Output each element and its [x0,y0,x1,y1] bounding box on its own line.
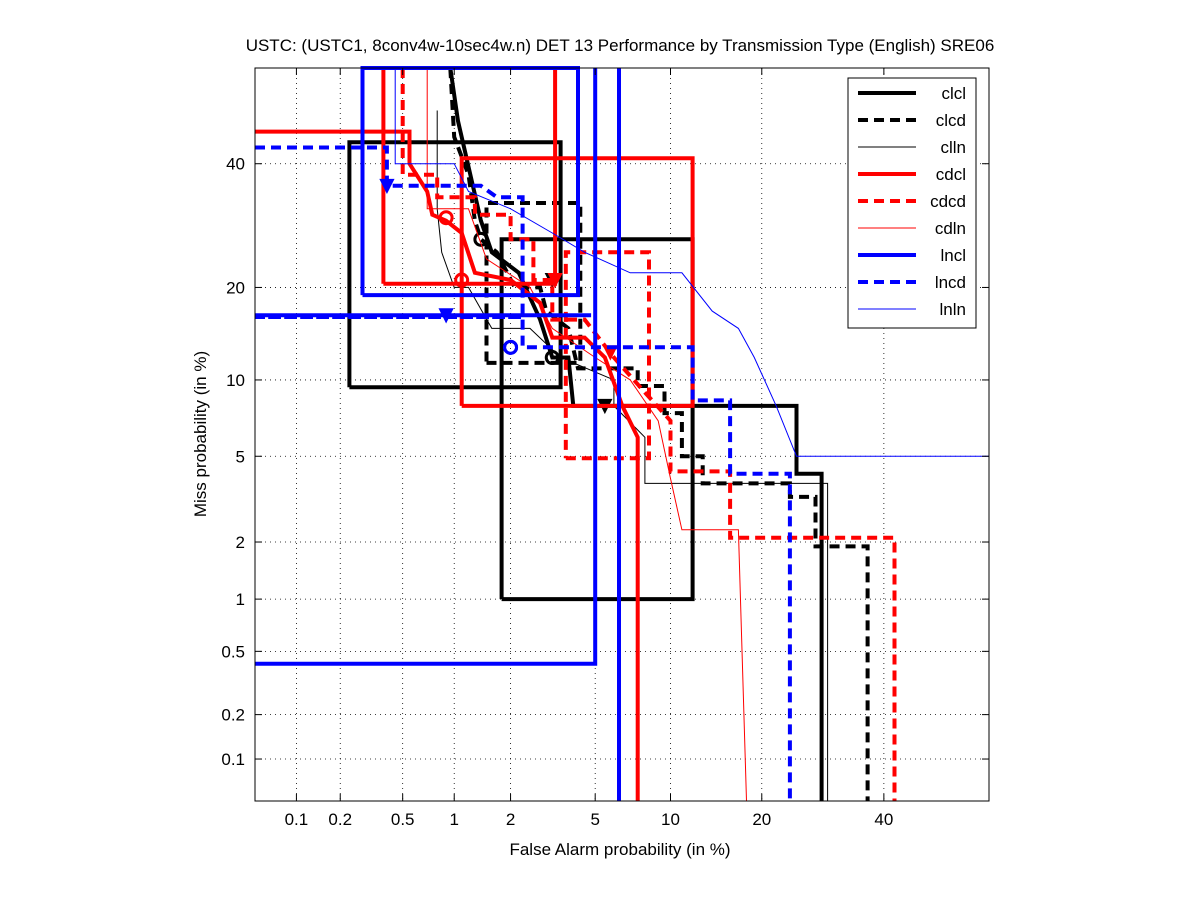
x-tick-label: 20 [752,810,771,829]
series-lncd-actual-dcf-marker [438,308,454,324]
legend-label-lnln: lnln [940,300,966,319]
legend-label-cdcl: cdcl [936,165,966,184]
x-tick-label: 0.5 [391,810,415,829]
legend-label-clcl: clcl [941,84,966,103]
x-tick-label: 0.2 [328,810,352,829]
series-cdcl-curve [255,129,640,801]
y-tick-label: 2 [236,533,245,552]
axes-box [254,67,990,802]
series-clcd-curve [448,67,870,801]
x-tick-label: 5 [590,810,599,829]
legend-label-clln: clln [940,138,966,157]
y-tick-label: 0.5 [221,642,245,661]
series-clcl-ci-box [347,140,563,390]
plot-area [255,66,989,802]
legend-label-cdcd: cdcd [930,192,966,211]
x-tick-label: 2 [506,810,515,829]
legend: clcl clcd clln cdcl cdcd cdln lncl lncd lnln [847,77,977,329]
series-clln-curve [436,110,829,801]
series-cdln-curve [426,68,747,802]
series-lncd-min-dcf-marker [503,339,519,355]
series-cdcl-min-dcf-marker [438,210,454,226]
y-tick-label: 40 [226,155,245,174]
chart-title: USTC: (USTC1, 8conv4w-10sec4w.n) DET 13 … [246,36,995,55]
y-tick-label: 10 [226,371,245,390]
y-tick-label: 5 [236,447,245,466]
series-cdcd-ci-box [563,250,651,461]
series-lncd-curve [255,145,792,801]
x-tick-label: 40 [874,810,893,829]
series-lnln-curve [394,68,989,457]
x-tick-label: 1 [449,810,458,829]
series-clcd-ci-box [484,201,583,365]
series-cdcd-min-dcf-marker [454,272,470,288]
series-cdcl-ci-box-2 [459,156,695,408]
x-tick-label: 10 [661,810,680,829]
series-cdcd-curve [400,68,897,801]
legend-label-cdln: cdln [935,219,966,238]
series-lncl-curve [255,68,598,666]
legend-label-lncd: lncd [935,273,966,292]
y-tick-label: 0.2 [221,706,245,725]
grid [255,68,989,801]
y-tick-label: 1 [236,590,245,609]
x-axis-ticks: 0.1 0.2 0.5 1 2 5 10 20 40 [285,68,893,829]
legend-label-lncl: lncl [940,246,966,265]
y-tick-label: 0.1 [221,750,245,769]
y-axis-label: Miss probability (in %) [191,351,210,517]
legend-label-clcd: clcd [936,111,966,130]
y-axis-ticks: 0.1 0.2 0.5 1 2 5 10 20 40 [221,155,989,769]
series-clcl-curve [448,67,824,801]
x-tick-label: 0.1 [285,810,309,829]
series-clcd-min-dcf-marker [473,231,489,247]
x-axis-label: False Alarm probability (in %) [509,840,730,859]
y-tick-label: 20 [226,278,245,297]
